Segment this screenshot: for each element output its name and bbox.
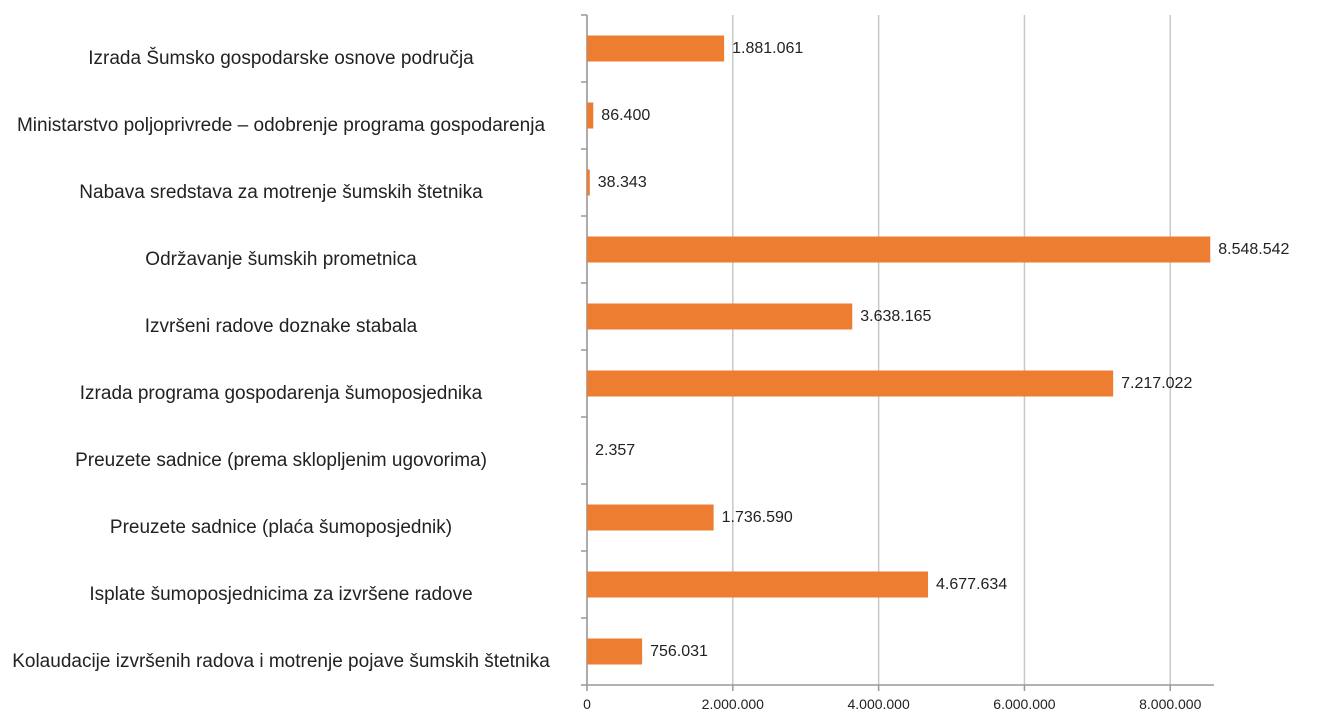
bar xyxy=(587,370,1114,397)
value-label: 7.217.022 xyxy=(1121,374,1193,392)
category-label: Preuzete sadnice (prema sklopljenim ugov… xyxy=(75,449,487,471)
category-label: Izvršeni radove doznake stabala xyxy=(144,315,418,337)
bar xyxy=(587,35,725,62)
bar xyxy=(587,638,643,665)
value-label: 4.677.634 xyxy=(936,575,1008,593)
category-label: Isplate šumoposjednicima za izvršene rad… xyxy=(89,583,473,605)
value-label: 8.548.542 xyxy=(1218,240,1290,258)
value-label: 2.357 xyxy=(595,441,636,459)
bar xyxy=(587,303,853,330)
category-label: Kolaudacije izvršenih radova i motrenje … xyxy=(12,650,550,672)
value-label: 3.638.165 xyxy=(860,307,932,325)
value-label: 1.736.590 xyxy=(721,508,793,526)
x-tick-label: 4.000.000 xyxy=(847,696,910,712)
value-label: 756.031 xyxy=(650,642,708,660)
bar xyxy=(587,169,590,196)
bar xyxy=(587,102,594,129)
bar xyxy=(587,504,714,531)
category-label: Izrada programa gospodarenja šumoposjedn… xyxy=(79,382,483,404)
value-label: 86.400 xyxy=(601,106,651,124)
x-tick-label: 8.000.000 xyxy=(1139,696,1202,712)
value-label: 1.881.061 xyxy=(732,39,804,57)
value-label: 38.343 xyxy=(597,173,647,191)
category-label: Preuzete sadnice (plaća šumoposjednik) xyxy=(109,516,453,538)
category-label: Održavanje šumskih prometnica xyxy=(145,248,417,270)
x-tick-label: 0 xyxy=(583,696,591,712)
bar xyxy=(587,236,1211,263)
x-tick-label: 2.000.000 xyxy=(701,696,764,712)
category-label: Nabava sredstava za motrenje šumskih šte… xyxy=(79,181,483,203)
category-label: Ministarstvo poljoprivrede – odobrenje p… xyxy=(16,114,546,136)
category-label: Izrada Šumsko gospodarske osnove područj… xyxy=(88,47,474,69)
x-tick-label: 6.000.000 xyxy=(993,696,1056,712)
bar xyxy=(587,571,929,598)
